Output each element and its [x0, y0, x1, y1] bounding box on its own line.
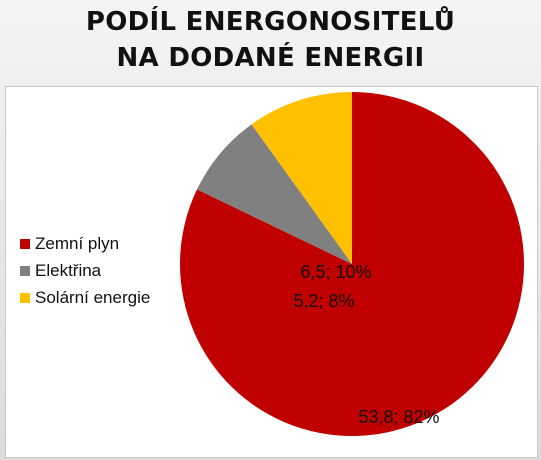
chart-title-line-1: PODÍL ENERGONOSITELŮ: [85, 7, 456, 37]
plot-area: Zemní plyn Elektřina Solární energie 53,…: [5, 86, 538, 458]
pie-slice-zemni-plyn: [180, 92, 525, 436]
pie-chart: 53,8; 82% 5,2; 8% 6,5; 10%: [180, 92, 525, 436]
data-label-elektrina: 5,2; 8%: [293, 291, 354, 311]
legend: Zemní plyn Elektřina Solární energie: [20, 230, 150, 311]
legend-swatch-zemni-plyn: [20, 238, 30, 249]
legend-item-solarni-energie: Solární energie: [20, 284, 150, 311]
legend-swatch-elektrina: [20, 265, 30, 276]
data-label-solarni-energie: 6,5; 10%: [300, 262, 371, 282]
legend-item-elektrina: Elektřina: [20, 257, 150, 284]
legend-label-solarni-energie: Solární energie: [35, 287, 151, 307]
pie-slice-solarni-energie: [251, 92, 352, 264]
legend-label-elektrina: Elektřina: [35, 260, 102, 280]
legend-swatch-solarni-energie: [20, 292, 30, 303]
data-label-zemni-plyn: 53,8; 82%: [358, 407, 439, 427]
chart-title-line-2: NA DODANÉ ENERGII: [116, 43, 425, 73]
pie-slice-elektrina: [197, 124, 352, 264]
legend-item-zemni-plyn: Zemní plyn: [20, 230, 150, 257]
legend-label-zemni-plyn: Zemní plyn: [35, 233, 120, 253]
chart-title: PODÍL ENERGONOSITELŮ NA DODANÉ ENERGII: [0, 4, 541, 76]
